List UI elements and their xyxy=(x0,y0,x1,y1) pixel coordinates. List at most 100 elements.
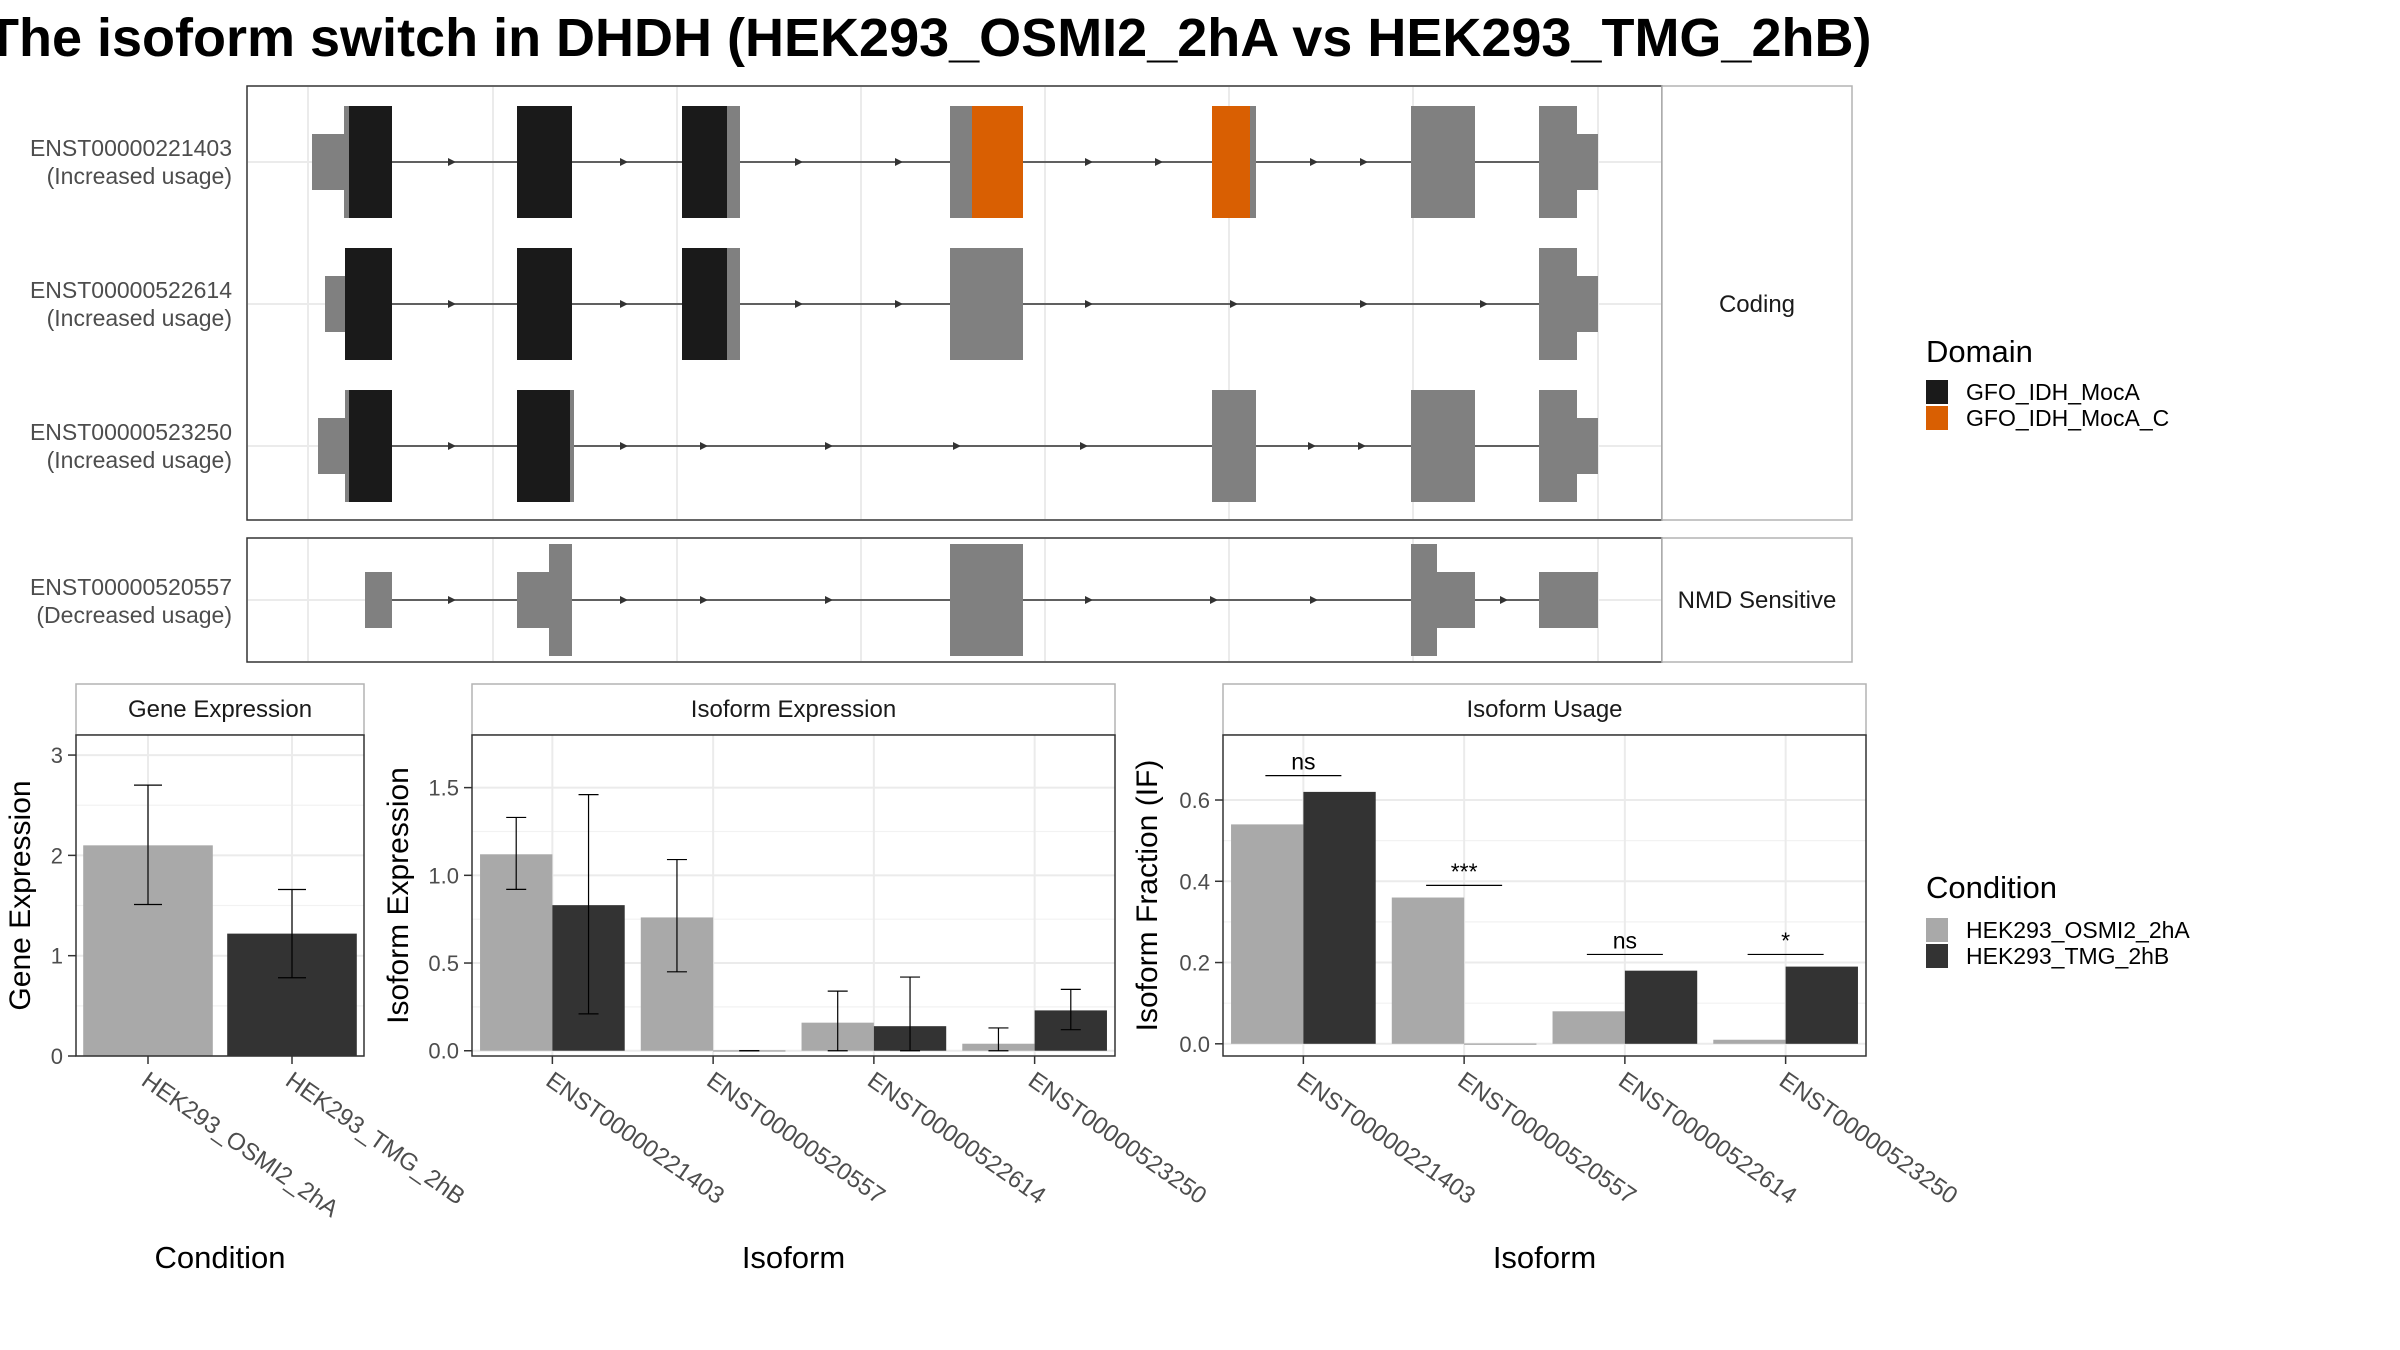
cds-exon xyxy=(1411,390,1475,502)
transcript-label-4: ENST00000520557 xyxy=(30,574,232,600)
x-tick-label: ENST00000523250 xyxy=(1774,1067,1962,1210)
domain-legend-swatch-2 xyxy=(1926,406,1948,430)
domain-legend-label-2: GFO_IDH_MocA_C xyxy=(1966,405,2169,431)
cds-exon xyxy=(1539,106,1577,218)
domain-exon xyxy=(349,106,392,218)
bar xyxy=(1391,897,1465,1044)
utr-exon xyxy=(1437,572,1475,628)
transcript-usage-4: (Decreased usage) xyxy=(36,602,232,628)
plot-border xyxy=(75,734,365,1057)
coding-strip-label: Coding xyxy=(1719,291,1795,318)
utr-exon xyxy=(1539,572,1598,628)
y-tick-label: 0 xyxy=(51,1044,63,1069)
bar xyxy=(1303,791,1376,1044)
domain-legend-title: Domain xyxy=(1926,334,2033,369)
cds-exon xyxy=(950,248,1023,360)
domain-exon xyxy=(682,106,727,218)
domain-c-exon xyxy=(972,106,1023,218)
utr-exon xyxy=(1577,418,1598,474)
y-tick-label: 0.0 xyxy=(428,1039,459,1064)
x-axis-title: Condition xyxy=(155,1240,286,1275)
chart-title-strip xyxy=(471,683,1116,736)
x-tick-label: ENST00000221403 xyxy=(1292,1067,1480,1210)
y-tick-label: 1.5 xyxy=(428,776,459,801)
bar-chart-2: Isoform Expression 0.0 0.5 1.0 1.5 ENST000002… xyxy=(382,683,1211,1275)
bar-chart-3: Isoform Usage ns *** ns * 0.0 0.2 0.4 0.6 ENST000… xyxy=(1131,683,1962,1275)
intron-arrows-1 xyxy=(448,158,1368,166)
y-axis-title: Isoform Fraction (IF) xyxy=(1131,760,1164,1032)
domain-legend: Domain GFO_IDH_MocA GFO_IDH_MocA_C xyxy=(1926,334,2169,431)
utr-exon xyxy=(1577,276,1598,332)
condition-legend: Condition HEK293_OSMI2_2hA HEK293_TMG_2h… xyxy=(1926,870,2190,969)
significance-label: * xyxy=(1781,927,1790,953)
domain-exon xyxy=(682,248,727,360)
domain-exon xyxy=(517,248,572,360)
bar xyxy=(1231,824,1304,1044)
chart-title: Isoform Expression xyxy=(691,696,896,723)
transcript-label-1: ENST00000221403 xyxy=(30,135,232,161)
bar xyxy=(1785,966,1858,1044)
utr-exon xyxy=(1577,134,1598,190)
condition-legend-swatch-2 xyxy=(1926,944,1948,968)
domain-exon xyxy=(517,106,572,218)
plot-border xyxy=(471,734,1116,1057)
x-tick-label: ENST00000520557 xyxy=(702,1067,890,1210)
chart-title: Gene Expression xyxy=(128,696,312,723)
x-tick-label: ENST00000522614 xyxy=(1613,1067,1801,1210)
y-tick-label: 0.6 xyxy=(1179,788,1210,813)
y-axis-title: Gene Expression xyxy=(4,780,37,1010)
cds-exon xyxy=(1539,248,1577,360)
domain-exon xyxy=(345,248,392,360)
condition-legend-title: Condition xyxy=(1926,870,2057,905)
cds-exon xyxy=(1411,106,1475,218)
transcript-usage-1: (Increased usage) xyxy=(47,163,232,189)
nmd-strip-label: NMD Sensitive xyxy=(1678,587,1837,614)
significance-label: *** xyxy=(1451,858,1478,884)
y-tick-label: 1.0 xyxy=(428,863,459,888)
transcript-row-1: ENST00000221403 (Increased usage) xyxy=(30,106,1598,218)
transcript-label-3: ENST00000523250 xyxy=(30,419,232,445)
domain-legend-swatch-1 xyxy=(1926,380,1948,404)
cds-exon xyxy=(1212,390,1256,502)
y-tick-label: 0.4 xyxy=(1179,869,1210,894)
utr-exon xyxy=(517,572,549,628)
significance-label: ns xyxy=(1613,927,1637,953)
bar xyxy=(1464,1043,1537,1045)
condition-legend-label-2: HEK293_TMG_2hB xyxy=(1966,943,2169,969)
y-tick-label: 0.0 xyxy=(1179,1032,1210,1057)
intron-arrows-2 xyxy=(448,300,1488,308)
utr-exon xyxy=(365,572,392,628)
x-tick-label: ENST00000221403 xyxy=(541,1067,729,1210)
bar xyxy=(1624,970,1698,1044)
cds-exon xyxy=(549,544,572,656)
chart-title: Isoform Usage xyxy=(1466,696,1622,723)
cds-exon xyxy=(1539,390,1577,502)
y-tick-label: 2 xyxy=(51,843,63,868)
chart-title-strip xyxy=(75,683,365,736)
y-tick-label: 1 xyxy=(51,944,63,969)
x-axis-title: Isoform xyxy=(742,1240,845,1275)
intron-arrows-4 xyxy=(448,596,1508,604)
transcript-plot: Coding NMD Sensitive ENST00000221403 (In… xyxy=(30,85,2169,663)
x-tick-label: ENST00000523250 xyxy=(1023,1067,1211,1210)
transcript-row-4: ENST00000520557 (Decreased usage) xyxy=(30,544,1598,656)
utr-exon xyxy=(318,418,345,474)
bar xyxy=(1552,1011,1625,1044)
transcript-usage-2: (Increased usage) xyxy=(47,305,232,331)
domain-exon xyxy=(517,390,570,502)
domain-c-exon xyxy=(1212,106,1250,218)
y-tick-label: 0.2 xyxy=(1179,951,1210,976)
cds-exon xyxy=(1411,544,1437,656)
y-tick-label: 3 xyxy=(51,743,63,768)
transcript-label-2: ENST00000522614 xyxy=(30,277,232,303)
utr-exon xyxy=(312,134,344,190)
transcript-row-3: ENST00000523250 (Increased usage) xyxy=(30,390,1598,502)
significance-label: ns xyxy=(1291,749,1315,775)
nmd-strip xyxy=(1661,537,1853,663)
intron-arrows-3 xyxy=(448,442,1366,450)
transcript-usage-3: (Increased usage) xyxy=(47,447,232,473)
condition-legend-swatch-1 xyxy=(1926,918,1948,942)
domain-exon xyxy=(349,390,392,502)
figure-title: The isoform switch in DHDH (HEK293_OSMI2… xyxy=(0,8,1871,68)
